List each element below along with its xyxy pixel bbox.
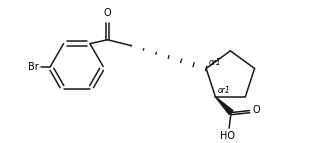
- Text: HO: HO: [220, 131, 235, 141]
- Text: or1: or1: [209, 58, 222, 67]
- Text: Br: Br: [28, 61, 38, 72]
- Text: O: O: [104, 8, 111, 18]
- Polygon shape: [215, 97, 233, 115]
- Text: or1: or1: [217, 86, 230, 95]
- Text: O: O: [253, 105, 260, 115]
